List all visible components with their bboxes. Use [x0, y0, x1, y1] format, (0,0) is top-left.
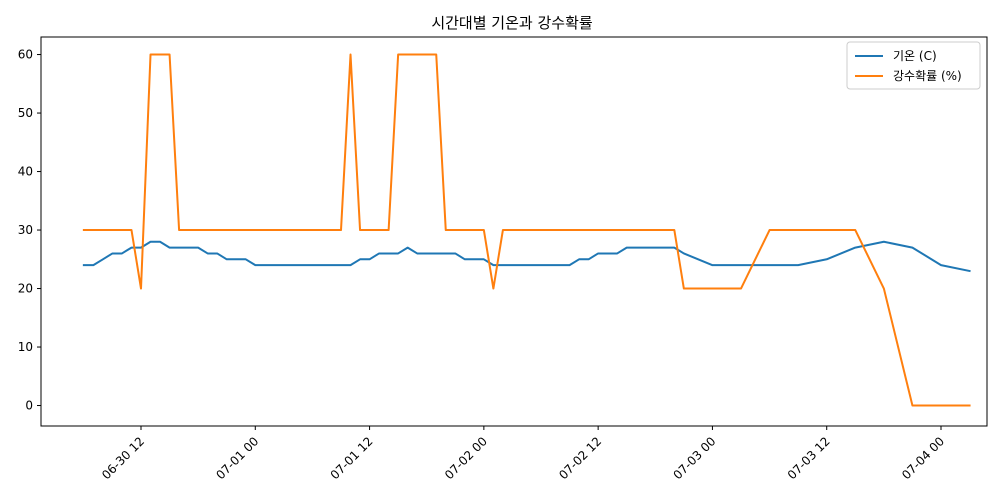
legend-box: [846, 41, 981, 90]
plot-frame: [40, 36, 988, 427]
y-tick-label: 40: [18, 165, 33, 179]
legend-label-temperature: 기온 (C): [893, 49, 937, 63]
y-tick-label: 10: [18, 340, 33, 354]
legend: 기온 (C) 강수확률 (%): [846, 41, 981, 90]
y-tick-label: 60: [18, 48, 33, 62]
y-tick-label: 30: [18, 223, 33, 237]
y-axis: 0 10 20 30 40 50 60: [18, 48, 41, 413]
plot-area: [82, 53, 971, 407]
y-tick-label: 50: [18, 106, 33, 120]
series-line-temperature: [82, 240, 971, 273]
y-tick-label: 20: [18, 282, 33, 296]
series-line-precipitation: [82, 53, 971, 407]
legend-label-precipitation: 강수확률 (%): [893, 69, 962, 83]
chart-title: 시간대별 기온과 강수확률: [431, 14, 593, 32]
y-tick-label: 0: [25, 399, 33, 413]
